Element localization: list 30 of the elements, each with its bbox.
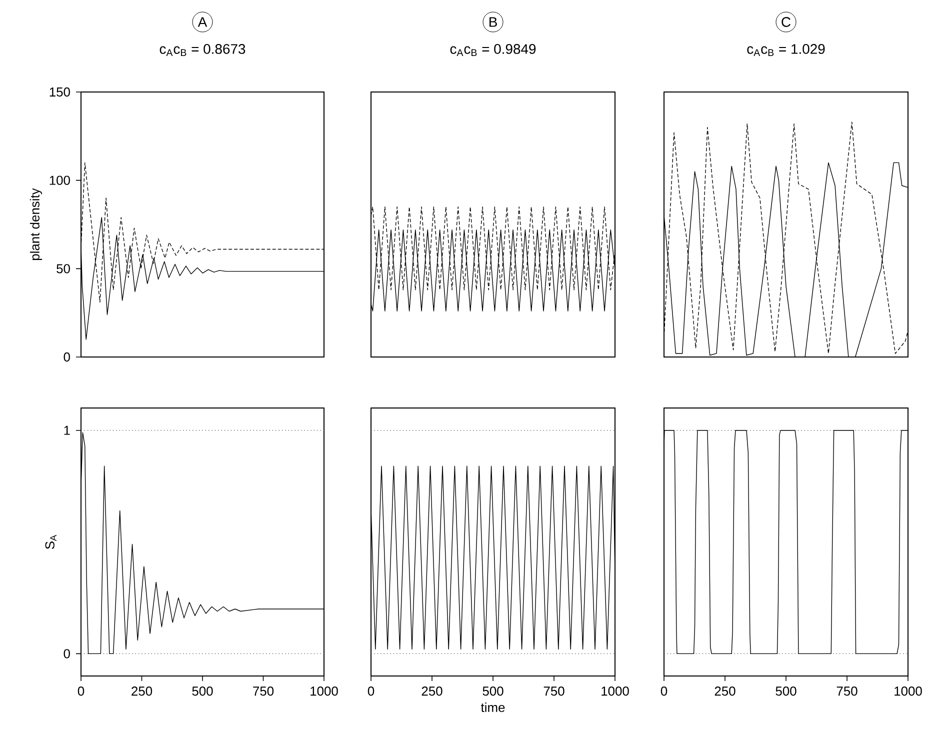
x-tick-label: 0	[368, 686, 374, 696]
x-tick-label: 750	[544, 686, 564, 696]
x-tick-label: 1000	[310, 686, 338, 696]
x-tick-label: 0	[78, 686, 84, 696]
x-tick-label: 250	[132, 686, 152, 696]
y-tick-label: 0	[64, 649, 70, 658]
x-tick-label: 0	[660, 686, 668, 696]
chart-subtitle: c$_{A}$c$_{B}$ = 0.8673	[160, 44, 246, 56]
x-tick-label: 1000	[602, 686, 629, 696]
chart-title: B	[489, 17, 497, 27]
y-tick-label: 1	[64, 426, 70, 435]
chart-title: C	[782, 17, 791, 27]
y-axis-title: S$_{A}$	[45, 534, 56, 550]
chart-subtitle: c$_{A}$c$_{B}$ = 1.029	[747, 44, 825, 56]
y-tick-label: 50	[56, 264, 70, 274]
x-tick-label: 250	[422, 686, 442, 696]
x-tick-label: 1000	[894, 686, 922, 696]
y-tick-label: 150	[50, 87, 70, 97]
y-tick-label: 100	[50, 176, 70, 185]
y-axis-title: plant density	[30, 188, 42, 260]
y-tick-label: 0	[64, 352, 70, 362]
x-tick-label: 500	[192, 686, 213, 696]
chart-subtitle: c$_{A}$c$_{B}$ = 0.9849	[450, 44, 536, 56]
x-tick-label: 750	[836, 686, 858, 696]
x-axis-title: time	[480, 702, 505, 712]
x-tick-label: 750	[253, 686, 274, 696]
x-tick-label: 500	[482, 686, 504, 696]
x-tick-label: 250	[714, 686, 736, 696]
x-tick-label: 500	[776, 686, 796, 696]
chart-title: A	[198, 17, 208, 27]
